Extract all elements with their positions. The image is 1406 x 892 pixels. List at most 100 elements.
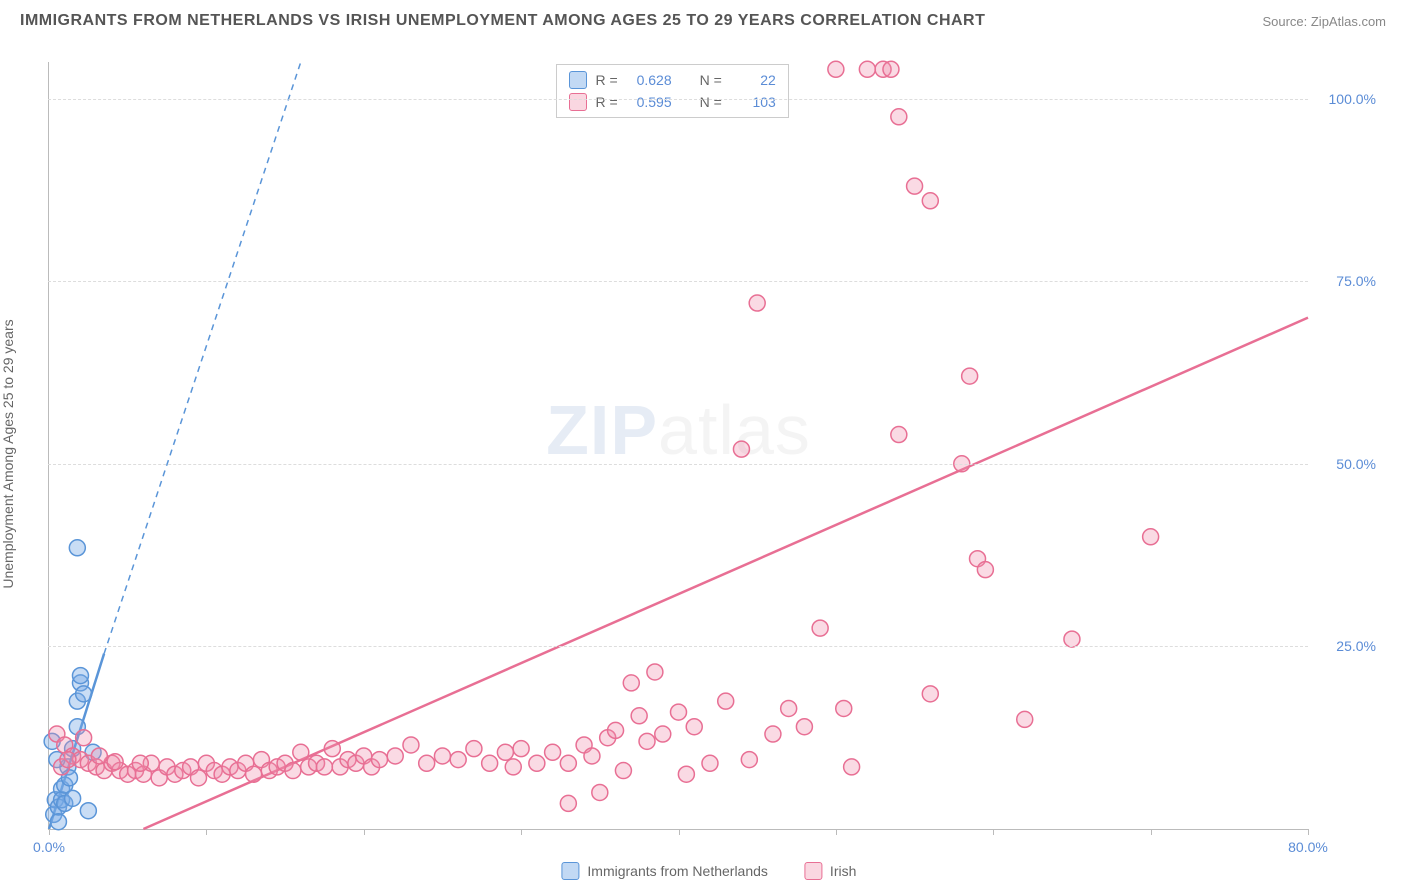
- data-point: [324, 741, 340, 757]
- data-point: [285, 763, 301, 779]
- data-point: [419, 755, 435, 771]
- data-point: [497, 744, 513, 760]
- data-point: [132, 755, 148, 771]
- grid-line: [48, 281, 1308, 282]
- data-point: [72, 668, 88, 684]
- grid-line: [48, 464, 1308, 465]
- data-point: [69, 540, 85, 556]
- data-point: [584, 748, 600, 764]
- series-legend: Immigrants from Netherlands Irish: [561, 862, 856, 880]
- y-tick-label: 25.0%: [1336, 638, 1376, 654]
- y-tick-label: 75.0%: [1336, 273, 1376, 289]
- y-tick-label: 50.0%: [1336, 456, 1376, 472]
- data-point: [639, 733, 655, 749]
- grid-line: [48, 646, 1308, 647]
- x-tick-label: 80.0%: [1288, 839, 1328, 855]
- data-point: [749, 295, 765, 311]
- legend-item-netherlands: Immigrants from Netherlands: [561, 862, 768, 880]
- data-point: [796, 719, 812, 735]
- grid-line: [48, 99, 1308, 100]
- data-point: [922, 193, 938, 209]
- data-point: [623, 675, 639, 691]
- data-point: [466, 741, 482, 757]
- data-point: [371, 752, 387, 768]
- legend-item-irish: Irish: [804, 862, 856, 880]
- data-point: [859, 61, 875, 77]
- r-value-irish: 0.595: [626, 94, 672, 110]
- swatch-pink-icon: [569, 93, 587, 111]
- data-point: [655, 726, 671, 742]
- data-point: [836, 700, 852, 716]
- data-point: [671, 704, 687, 720]
- data-point: [107, 754, 123, 770]
- x-tick: [1308, 829, 1309, 835]
- data-point: [741, 752, 757, 768]
- data-point: [647, 664, 663, 680]
- swatch-blue-icon: [569, 71, 587, 89]
- plot-svg: [49, 62, 1308, 829]
- header: IMMIGRANTS FROM NETHERLANDS VS IRISH UNE…: [0, 0, 1406, 38]
- legend-row-netherlands: R = 0.628 N = 22: [569, 69, 775, 91]
- data-point: [812, 620, 828, 636]
- r-label: R =: [595, 72, 617, 88]
- data-point: [733, 441, 749, 457]
- data-point: [828, 61, 844, 77]
- data-point: [50, 814, 66, 830]
- swatch-blue-icon: [561, 862, 579, 880]
- data-point: [702, 755, 718, 771]
- x-tick: [49, 829, 50, 835]
- x-tick-label: 0.0%: [33, 839, 65, 855]
- data-point: [246, 766, 262, 782]
- n-label: N =: [700, 94, 722, 110]
- data-point: [316, 759, 332, 775]
- x-tick: [1151, 829, 1152, 835]
- data-point: [1064, 631, 1080, 647]
- data-point: [718, 693, 734, 709]
- data-point: [450, 752, 466, 768]
- source-attribution: Source: ZipAtlas.com: [1262, 14, 1386, 29]
- trend-line-dashed: [104, 62, 301, 654]
- data-point: [513, 741, 529, 757]
- data-point: [883, 61, 899, 77]
- data-point: [962, 368, 978, 384]
- data-point: [631, 708, 647, 724]
- legend-label: Immigrants from Netherlands: [587, 863, 768, 879]
- x-tick: [364, 829, 365, 835]
- data-point: [403, 737, 419, 753]
- chart-title: IMMIGRANTS FROM NETHERLANDS VS IRISH UNE…: [20, 12, 985, 30]
- data-point: [65, 790, 81, 806]
- data-point: [505, 759, 521, 775]
- data-point: [844, 759, 860, 775]
- x-tick: [679, 829, 680, 835]
- data-point: [608, 722, 624, 738]
- data-point: [482, 755, 498, 771]
- swatch-pink-icon: [804, 862, 822, 880]
- data-point: [293, 744, 309, 760]
- data-point: [76, 686, 92, 702]
- data-point: [560, 795, 576, 811]
- n-label: N =: [700, 72, 722, 88]
- trend-line: [143, 318, 1308, 829]
- x-tick: [521, 829, 522, 835]
- data-point: [891, 109, 907, 125]
- data-point: [615, 763, 631, 779]
- r-label: R =: [595, 94, 617, 110]
- chart-container: ZIPatlas 0.0%80.0% R = 0.628 N = 22 R = …: [48, 50, 1386, 842]
- data-point: [434, 748, 450, 764]
- data-point: [80, 803, 96, 819]
- data-point: [1017, 711, 1033, 727]
- x-tick: [836, 829, 837, 835]
- r-value-netherlands: 0.628: [626, 72, 672, 88]
- data-point: [678, 766, 694, 782]
- legend-label: Irish: [830, 863, 856, 879]
- data-point: [560, 755, 576, 771]
- plot-area: ZIPatlas 0.0%80.0%: [48, 62, 1308, 830]
- y-axis-label: Unemployment Among Ages 25 to 29 years: [0, 319, 16, 588]
- x-tick: [993, 829, 994, 835]
- data-point: [977, 562, 993, 578]
- x-tick: [206, 829, 207, 835]
- data-point: [891, 427, 907, 443]
- legend-row-irish: R = 0.595 N = 103: [569, 91, 775, 113]
- data-point: [91, 748, 107, 764]
- data-point: [387, 748, 403, 764]
